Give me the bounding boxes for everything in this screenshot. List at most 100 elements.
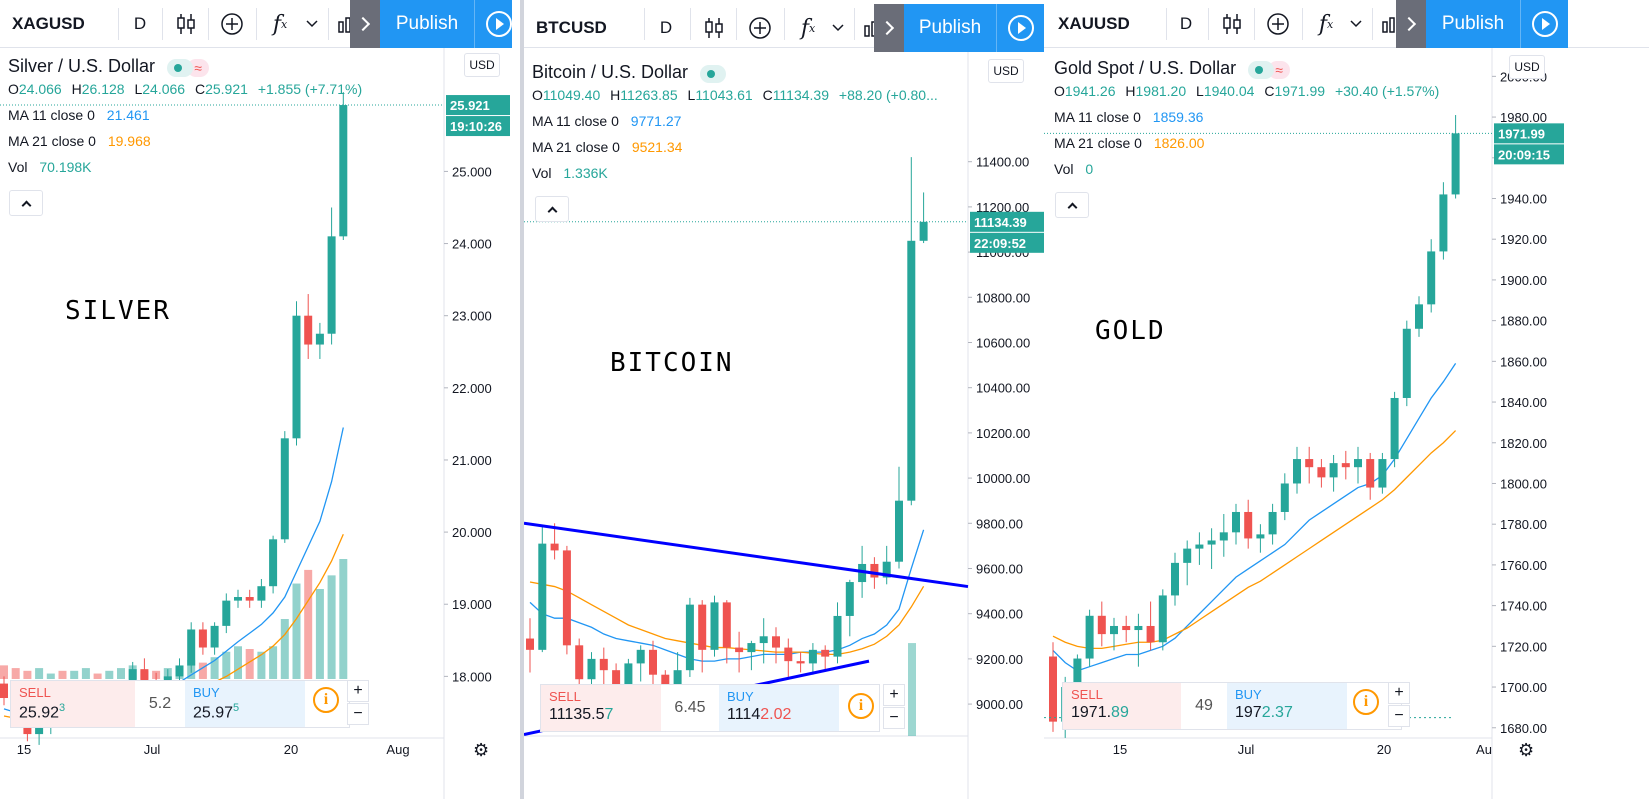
candle-body xyxy=(245,597,254,601)
chevron-right-icon[interactable] xyxy=(874,4,904,52)
price-tick-label: 1680.00 xyxy=(1500,721,1547,736)
candle-body xyxy=(269,539,278,587)
candles-icon[interactable] xyxy=(700,4,728,52)
candle-body xyxy=(222,600,231,626)
candle-body xyxy=(1415,304,1423,329)
ma11-legend[interactable]: MA 11 close 0 9771.27 xyxy=(532,113,682,130)
zoom-out-button[interactable]: − xyxy=(347,703,369,725)
replay-icon[interactable] xyxy=(996,4,1044,52)
candle-body xyxy=(1354,459,1362,468)
sell-button[interactable]: SELL 1971.89 xyxy=(1063,683,1181,729)
zoom-out-button[interactable]: − xyxy=(883,707,905,729)
time-tick-label: 15 xyxy=(17,742,31,757)
candle-body xyxy=(722,602,731,648)
interval-button[interactable]: D xyxy=(1179,14,1193,33)
collapse-legend-button[interactable] xyxy=(535,196,569,222)
trade-panel: SELL 11135.57 6.45 BUY 11142.02 xyxy=(540,684,880,732)
countdown-tag xyxy=(1494,144,1564,165)
volume-legend[interactable]: Vol 0 xyxy=(1054,161,1094,178)
last-price-text: 1971.99 xyxy=(1498,126,1545,141)
sell-button[interactable]: SELL 11135.57 xyxy=(541,685,661,731)
buy-button[interactable]: BUY 11142.02 xyxy=(719,685,839,731)
interval-button[interactable]: D xyxy=(133,14,147,33)
gear-icon[interactable]: ⚙ xyxy=(473,740,490,760)
delay-icon: ≈ xyxy=(1268,61,1291,80)
chart-title: Bitcoin / U.S. Dollar xyxy=(532,62,689,82)
ma21-legend[interactable]: MA 21 close 0 9521.34 xyxy=(532,139,683,156)
compare-add-icon[interactable] xyxy=(746,4,774,52)
candle-body xyxy=(808,649,817,664)
currency-label[interactable]: USD xyxy=(464,53,500,77)
publish-button[interactable]: Publish xyxy=(1426,0,1520,48)
publish-button[interactable]: Publish xyxy=(380,0,474,48)
zoom-in-button[interactable]: + xyxy=(883,684,905,706)
candle-body xyxy=(210,625,219,648)
candles-icon[interactable] xyxy=(1218,0,1246,48)
annotation-text: BITCOIN xyxy=(610,348,734,378)
zoom-in-button[interactable]: + xyxy=(347,680,369,702)
volume-legend[interactable]: Vol 70.198K xyxy=(8,159,92,176)
price-tick-label: 10600.00 xyxy=(976,335,1030,350)
chevron-down-icon[interactable] xyxy=(1348,0,1364,48)
info-icon[interactable]: i xyxy=(313,687,339,713)
volume-legend[interactable]: Vol 1.336K xyxy=(532,165,608,182)
replay-icon[interactable] xyxy=(1520,0,1568,48)
price-tick-label: 1940.00 xyxy=(1500,191,1547,206)
currency-label[interactable]: USD xyxy=(988,59,1024,83)
compare-add-icon[interactable] xyxy=(1264,0,1292,48)
candle-body xyxy=(919,221,928,241)
volume-bar xyxy=(908,643,916,736)
symbol-search[interactable]: BTCUSD xyxy=(536,18,607,37)
symbol-search[interactable]: XAUUSD xyxy=(1058,14,1130,33)
sell-button[interactable]: SELL 25.923 xyxy=(11,681,135,727)
volume-bar xyxy=(70,670,79,679)
chevron-down-icon[interactable] xyxy=(304,0,320,48)
candle-body xyxy=(895,500,903,562)
chart-title: Gold Spot / U.S. Dollar xyxy=(1054,58,1237,78)
ma21-legend[interactable]: MA 21 close 0 1826.00 xyxy=(1054,135,1205,152)
gear-icon[interactable]: ⚙ xyxy=(1518,740,1535,760)
candle-body xyxy=(821,649,830,657)
candle-body xyxy=(1171,562,1179,596)
currency-label[interactable]: USD xyxy=(1509,55,1545,79)
buy-button[interactable]: BUY 1972.37 xyxy=(1227,683,1347,729)
compare-add-icon[interactable] xyxy=(218,0,246,48)
volume-bar xyxy=(234,646,242,679)
candle-body xyxy=(661,674,670,691)
buy-button[interactable]: BUY 25.975 xyxy=(185,681,305,727)
last-price-text: 25.921 xyxy=(450,98,490,113)
interval-button[interactable]: D xyxy=(659,18,673,37)
info-icon[interactable]: i xyxy=(848,693,874,719)
candle-body xyxy=(685,604,694,671)
symbol-search[interactable]: XAGUSD xyxy=(12,14,85,33)
silver-chart[interactable]: 18.000 19.000 20.000 21.000 22.000 23.000 24.0… xyxy=(0,48,512,799)
volume-bar xyxy=(11,668,20,679)
info-icon[interactable]: i xyxy=(1353,689,1379,715)
volume-bar xyxy=(245,649,254,679)
collapse-legend-button[interactable] xyxy=(9,190,43,216)
ma21-legend[interactable]: MA 21 close 0 19.968 xyxy=(8,133,151,150)
candle-body xyxy=(175,665,184,677)
chevron-right-icon[interactable] xyxy=(1396,0,1426,48)
last-price-tag xyxy=(970,211,1044,232)
candles-icon[interactable] xyxy=(172,0,200,48)
candle-body xyxy=(304,315,313,345)
price-tick-label: 9000.00 xyxy=(976,697,1023,712)
zoom-out-button[interactable]: − xyxy=(1388,705,1410,727)
replay-icon[interactable] xyxy=(474,0,512,48)
price-tick-label: 10800.00 xyxy=(976,290,1030,305)
gold-chart[interactable]: 1680.00 1700.00 1720.00 1740.00 1760.00 1780.… xyxy=(1044,48,1649,799)
price-tick-label: 9800.00 xyxy=(976,516,1023,531)
candle-body xyxy=(858,563,867,583)
chevron-right-icon[interactable] xyxy=(350,0,380,48)
bitcoin-chart[interactable]: 9000.00 9200.00 9400.00 9600.00 9800.00 10000… xyxy=(524,52,1044,799)
publish-button[interactable]: Publish xyxy=(904,4,996,52)
ma11-legend[interactable]: MA 11 close 0 21.461 xyxy=(8,107,150,124)
ma11-legend[interactable]: MA 11 close 0 1859.36 xyxy=(1054,109,1204,126)
chevron-down-icon[interactable] xyxy=(830,4,846,52)
collapse-legend-button[interactable] xyxy=(1055,192,1089,218)
zoom-in-button[interactable]: + xyxy=(1388,682,1410,704)
